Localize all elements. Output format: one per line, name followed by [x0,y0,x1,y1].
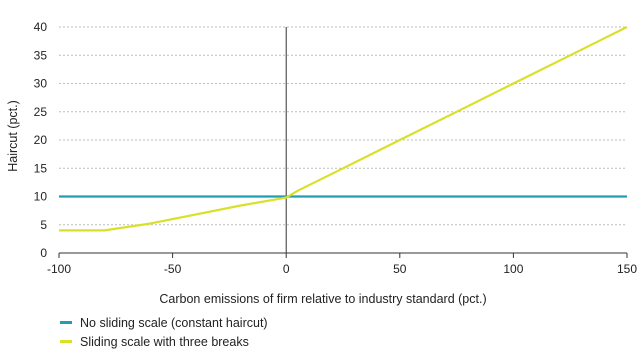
x-tick-label: -50 [164,262,182,276]
legend: No sliding scale (constant haircut) Slid… [60,313,268,351]
x-axis-title: Carbon emissions of firm relative to ind… [159,292,486,306]
series-lines [59,26,628,232]
legend-label-sliding: Sliding scale with three breaks [80,334,249,349]
y-tick-label: 20 [34,133,48,147]
y-tick-label: 15 [34,161,48,175]
y-tick-labels: 0 5 10 15 20 25 30 35 40 [34,20,48,260]
y-tick-label: 10 [34,190,48,204]
y-tick-label: 5 [40,218,47,232]
legend-item-sliding: Sliding scale with three breaks [60,332,268,351]
legend-label-constant: No sliding scale (constant haircut) [80,315,268,330]
y-tick-label: 40 [34,20,48,34]
legend-swatch-yellow [60,340,72,343]
x-tick-label: -100 [47,262,71,276]
y-tick-label: 30 [34,77,48,91]
series-line-1 [59,26,628,232]
legend-item-constant: No sliding scale (constant haircut) [60,313,268,332]
legend-swatch-teal [60,321,72,324]
y-tick-label: 25 [34,105,48,119]
x-tick-label: 50 [393,262,407,276]
y-axis-title: Haircut (pct.) [6,100,20,172]
grid-lines [59,26,627,254]
x-tick-label: 0 [283,262,290,276]
x-tick-labels: -100 -50 0 50 100 150 [47,253,637,276]
y-tick-label: 35 [34,48,48,62]
x-tick-label: 100 [503,262,523,276]
y-tick-label: 0 [40,246,47,260]
x-tick-label: 150 [617,262,637,276]
